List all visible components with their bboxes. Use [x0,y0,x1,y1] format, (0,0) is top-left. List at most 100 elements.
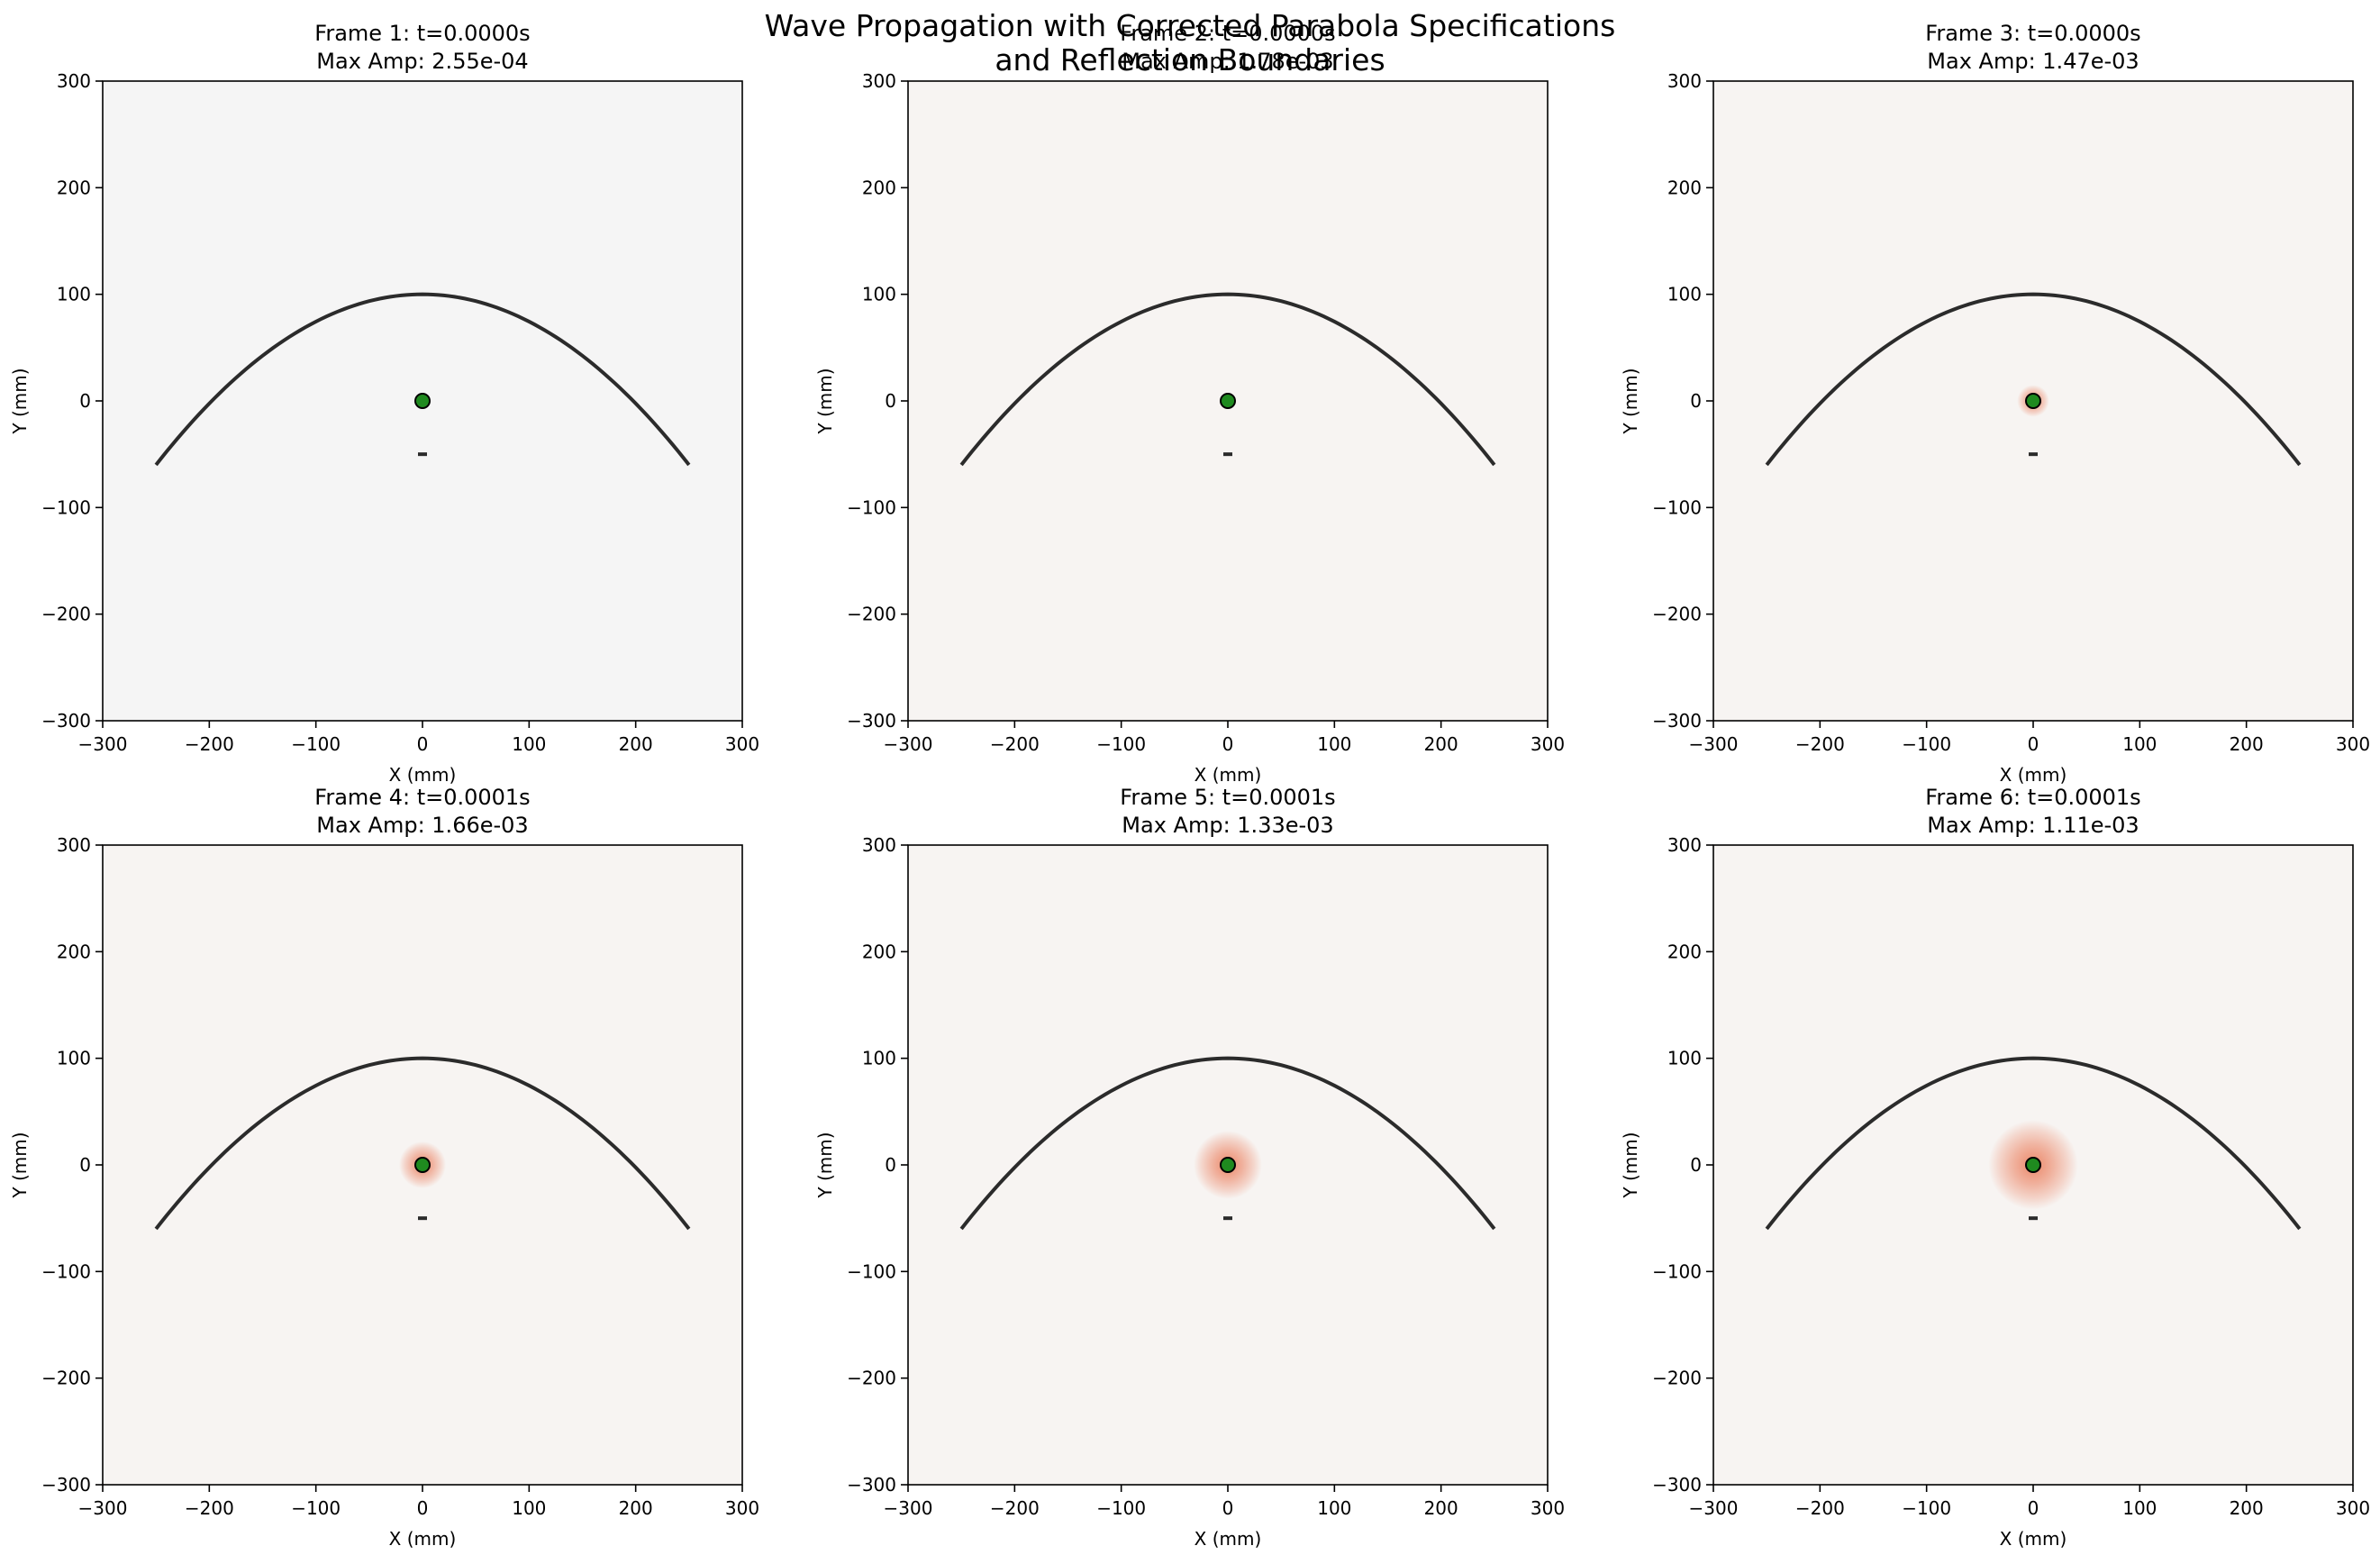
parabola-boundary [154,292,691,467]
receiver-point [2025,1157,2041,1173]
y-tick-label: 0 [1690,1154,1702,1176]
subplot-frame-3: −300 −200 −100 0 100 200 300 −300 −200 −100 0 100 20… [1620,21,2370,786]
x-tick-label: −200 [990,1497,1040,1519]
x-tick-label: 0 [2028,733,2039,755]
y-tick-label: 200 [862,177,896,198]
x-tick-label: −100 [1902,1497,1951,1519]
parabola-boundary [959,1056,1496,1231]
y-tick-label: 0 [885,1154,896,1176]
x-tick-label: −200 [990,733,1040,755]
y-tick-label: 300 [57,70,91,92]
x-tick-label: 200 [619,733,653,755]
y-tick-label: 100 [862,1048,896,1069]
x-tick-label: 200 [619,1497,653,1519]
y-tick-label: 200 [57,941,91,962]
x-tick-label: −200 [1795,733,1845,755]
x-tick-label: −100 [1096,733,1146,755]
y-tick-label: −100 [847,1260,896,1282]
subplot-title-max-amp: Max Amp: 1.78e-03 [1122,49,1333,74]
x-axis-label: X (mm) [389,764,457,786]
y-tick-label: −100 [41,1260,91,1282]
x-tick-label: 0 [1222,1497,1234,1519]
x-tick-label: −300 [78,733,128,755]
y-tick-label: 300 [862,70,896,92]
y-tick-label: 200 [862,941,896,962]
x-tick-label: 300 [1531,733,1565,755]
receiver-point [1220,393,1236,409]
x-tick-label: 300 [2336,733,2370,755]
y-tick-label: 300 [1667,834,1702,856]
x-tick-label: 0 [417,1497,429,1519]
y-tick-label: −300 [1652,710,1702,732]
y-tick-label: 100 [1667,1048,1702,1069]
x-tick-label: 200 [1424,1497,1458,1519]
figure-title-line-1: Wave Propagation with Corrected Parabola… [764,8,1616,43]
y-tick-label: 0 [79,390,91,412]
y-tick-label: −300 [1652,1474,1702,1496]
subplot-title-max-amp: Max Amp: 1.66e-03 [316,813,528,838]
y-axis-label: Y (mm) [9,1132,31,1198]
x-tick-label: 300 [2336,1497,2370,1519]
subplot-title-max-amp: Max Amp: 1.33e-03 [1122,813,1333,838]
y-tick-label: −100 [847,496,896,518]
x-tick-label: −100 [291,1497,341,1519]
y-tick-label: 300 [57,834,91,856]
y-tick-label: 0 [885,390,896,412]
y-tick-label: −100 [1652,496,1702,518]
x-tick-label: 100 [512,733,546,755]
x-tick-label: −300 [1689,733,1739,755]
y-tick-label: 200 [57,177,91,198]
x-tick-label: 300 [1531,1497,1565,1519]
x-tick-label: −200 [185,1497,234,1519]
x-tick-label: 100 [512,1497,546,1519]
x-axis-label: X (mm) [1195,1528,1262,1550]
y-tick-label: 200 [1667,177,1702,198]
subplot-frame-4: −300 −200 −100 0 100 200 300 −300 −200 −100 0 100 20… [9,785,759,1550]
x-axis-label: X (mm) [1195,764,1262,786]
x-tick-label: 100 [1317,733,1351,755]
x-tick-label: −300 [78,1497,128,1519]
y-tick-label: −300 [847,1474,896,1496]
subplot-title-max-amp: Max Amp: 1.11e-03 [1927,813,2139,838]
y-tick-label: −200 [41,1368,91,1389]
y-axis-label: Y (mm) [1620,1132,1641,1198]
y-axis-label: Y (mm) [814,368,836,434]
y-tick-label: 0 [1690,390,1702,412]
y-tick-label: 300 [862,834,896,856]
x-tick-label: −100 [1902,733,1951,755]
subplot-frame-5: −300 −200 −100 0 100 200 300 −300 −200 −100 0 100 20… [814,785,1565,1550]
x-axis-label: X (mm) [2000,1528,2067,1550]
x-tick-label: 200 [2230,1497,2264,1519]
subplot-title-frame: Frame 6: t=0.0001s [1925,785,2140,810]
x-tick-label: 100 [2122,733,2157,755]
y-axis-label: Y (mm) [814,1132,836,1198]
y-tick-label: −200 [1652,1368,1702,1389]
y-tick-label: −200 [847,604,896,625]
figure-title-line-2: and Reflection Boundaries [995,42,1385,77]
subplot-title-frame: Frame 1: t=0.0000s [314,21,530,46]
x-tick-label: −100 [1096,1497,1146,1519]
y-tick-label: 300 [1667,70,1702,92]
x-tick-label: −300 [884,1497,933,1519]
x-tick-label: −300 [1689,1497,1739,1519]
y-tick-label: −300 [847,710,896,732]
y-tick-label: −100 [41,496,91,518]
receiver-point [1220,1157,1236,1173]
y-tick-label: 100 [862,284,896,305]
subplot-title-max-amp: Max Amp: 1.47e-03 [1927,49,2139,74]
x-tick-label: 300 [725,733,759,755]
subplot-frame-6: −300 −200 −100 0 100 200 300 −300 −200 −100 0 100 20… [1620,785,2370,1550]
y-tick-label: 100 [57,284,91,305]
x-tick-label: −200 [185,733,234,755]
y-tick-label: −100 [1652,1260,1702,1282]
x-tick-label: −100 [291,733,341,755]
parabola-boundary [959,292,1496,467]
x-tick-label: 200 [2230,733,2264,755]
subplot-title-frame: Frame 3: t=0.0000s [1925,21,2140,46]
x-tick-label: −200 [1795,1497,1845,1519]
y-tick-label: −200 [1652,604,1702,625]
y-axis-label: Y (mm) [1620,368,1641,434]
y-tick-label: 0 [79,1154,91,1176]
